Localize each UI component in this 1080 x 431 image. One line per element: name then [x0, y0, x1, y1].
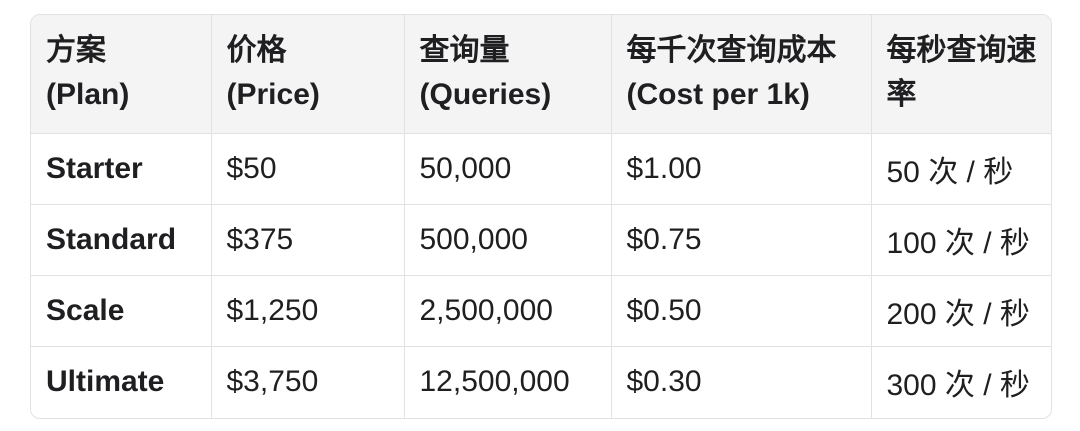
column-header-zh: 价格	[226, 34, 287, 67]
table-row: Standard $375 500,000 $0.75 100 次 / 秒	[31, 204, 1051, 276]
table-row: Starter $50 50,000 $1.00 50 次 / 秒	[31, 133, 1051, 205]
cell-plan: Starter	[31, 133, 212, 205]
pricing-table: 方案 (Plan) 价格 (Price) 查询量 (Queries) 每千次查询成本 (Cos…	[31, 15, 1051, 418]
column-header-en: (Plan)	[46, 78, 130, 111]
cell-cost_per_1k: $0.50	[611, 275, 872, 347]
cell-price: $3,750	[211, 346, 405, 418]
cell-cost_per_1k: $0.30	[611, 346, 872, 418]
cell-queries: 2,500,000	[404, 275, 612, 347]
cell-rate: 300 次 / 秒	[886, 369, 1030, 403]
cell-rate: 100 次 / 秒	[871, 204, 1051, 276]
column-header-zh: 方案	[46, 34, 106, 67]
cell-price: $375	[211, 204, 405, 276]
pricing-table-container: 方案 (Plan) 价格 (Price) 查询量 (Queries) 每千次查询成本 (Cos…	[30, 14, 1052, 419]
table-row: Scale $1,250 2,500,000 $0.50 200 次 / 秒	[31, 275, 1051, 347]
cell-plan: Ultimate	[31, 346, 212, 418]
cell-cost_per_1k: $0.75	[611, 204, 872, 276]
header-row: 方案 (Plan) 价格 (Price) 查询量 (Queries) 每千次查询成本 (Cos…	[31, 15, 1051, 134]
cell-queries: 12,500,000	[404, 346, 612, 418]
cell-queries: 500,000	[404, 204, 612, 276]
column-header-2: 查询量 (Queries)	[404, 15, 612, 134]
column-header-en: (Queries)	[419, 78, 552, 111]
table-body: Starter $50 50,000 $1.00 50 次 / 秒 Standard $37…	[31, 133, 1051, 418]
column-header-0: 方案 (Plan)	[31, 15, 212, 134]
table-row: Ultimate $3,750 12,500,000 $0.30 300 次 / 秒	[31, 346, 1051, 418]
cell-queries: 50,000	[404, 133, 612, 205]
cell-plan: Scale	[31, 275, 212, 347]
table-header: 方案 (Plan) 价格 (Price) 查询量 (Queries) 每千次查询成本 (Cos…	[31, 15, 1051, 134]
column-header-en: (Price)	[226, 78, 320, 111]
column-header-1: 价格 (Price)	[211, 15, 405, 134]
cell-price: $1,250	[211, 275, 405, 347]
column-header-zh: 每秒查询速率	[886, 34, 1037, 111]
column-header-zh: 每千次查询成本	[626, 34, 837, 67]
column-header-4: 每秒查询速率	[871, 15, 1051, 134]
column-header-3: 每千次查询成本 (Cost per 1k)	[611, 15, 872, 134]
column-header-zh: 查询量	[419, 34, 510, 67]
cell-price: $50	[211, 133, 405, 205]
cell-rate: 200 次 / 秒	[871, 275, 1051, 347]
column-header-en: (Cost per 1k)	[626, 78, 810, 111]
cell-cost_per_1k: $1.00	[611, 133, 872, 205]
cell-plan: Standard	[31, 204, 212, 276]
cell-rate: 50 次 / 秒	[871, 133, 1051, 205]
